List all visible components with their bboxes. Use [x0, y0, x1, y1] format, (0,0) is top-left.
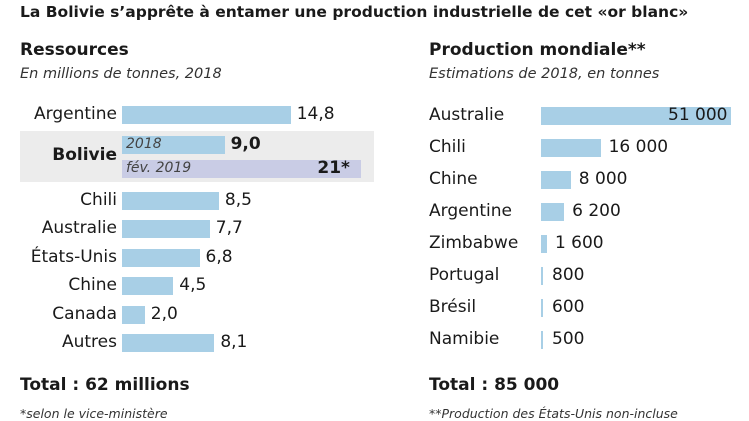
resources-bar [122, 334, 215, 352]
resources-bar [122, 192, 219, 210]
production-bar [541, 171, 571, 189]
resources-label: États-Unis [30, 247, 117, 267]
production-bar [541, 203, 565, 221]
production-label: Chine [429, 169, 478, 189]
resources-subtitle: En millions de tonnes, 2018 [20, 66, 222, 82]
production-bar [541, 299, 543, 317]
bolivie-2018-bar [122, 136, 225, 154]
resources-bar [122, 277, 174, 295]
resources-bar [122, 106, 291, 124]
resources-value-label: 2,0 [150, 304, 178, 324]
bolivie-2019-bar [122, 160, 362, 178]
resources-value-label: 8,1 [220, 332, 248, 352]
production-footnote: **Production des États-Unis non-incluse [429, 406, 678, 421]
resources-bar [122, 249, 200, 267]
bolivie-2018-label: 2018 [126, 136, 162, 152]
production-label: Australie [429, 105, 505, 125]
bolivie-2018-value: 9,0 [230, 134, 261, 154]
resources-value-label: 8,5 [224, 190, 252, 210]
production-title: Production mondiale** [429, 40, 646, 60]
bolivie-2019-label: fév. 2019 [126, 160, 192, 176]
production-label: Namibie [429, 329, 500, 349]
headline: La Bolivie s’apprête à entamer une produ… [20, 3, 689, 21]
production-bar [541, 107, 731, 125]
production-bar [541, 267, 543, 285]
bolivie-label: Bolivie [52, 145, 117, 165]
resources-label: Australie [41, 218, 117, 238]
production-subtitle: Estimations de 2018, en tonnes [429, 66, 660, 82]
production-label: Chili [429, 137, 466, 157]
production-bar [541, 235, 547, 253]
resources-value-label: 6,8 [205, 247, 233, 267]
production-bar [541, 139, 601, 157]
resources-bar [122, 306, 145, 324]
production-label: Zimbabwe [429, 233, 519, 253]
resources-label: Canada [52, 304, 117, 324]
resources-title: Ressources [20, 40, 129, 60]
production-label: Brésil [429, 297, 477, 317]
production-value-label: 1 600 [554, 233, 604, 253]
production-value-label: 500 [552, 329, 585, 349]
production-label: Argentine [429, 201, 512, 221]
resources-value-label: 14,8 [296, 104, 335, 124]
resources-bar [122, 220, 210, 238]
resources-label: Chili [80, 190, 117, 210]
resources-label: Autres [61, 332, 117, 352]
production-value-label: 600 [552, 297, 585, 317]
bolivie-2019-value: 21* [317, 158, 350, 178]
production-value-label: 16 000 [608, 137, 669, 157]
resources-label: Chine [68, 275, 117, 295]
resources-footnote: *selon le vice-ministère [20, 406, 168, 421]
resources-total: Total : 62 millions [20, 375, 190, 395]
production-value-label: 51 000 [668, 105, 728, 125]
resources-label: Argentine [34, 104, 117, 124]
production-value-label: 8 000 [578, 169, 628, 189]
production-value-label: 6 200 [572, 201, 621, 221]
production-label: Portugal [429, 265, 500, 285]
production-value-label: 800 [552, 265, 585, 285]
resources-value-label: 4,5 [179, 275, 207, 295]
production-total: Total : 85 000 [429, 375, 560, 395]
production-bar [541, 331, 543, 349]
resources-value-label: 7,7 [215, 218, 243, 238]
